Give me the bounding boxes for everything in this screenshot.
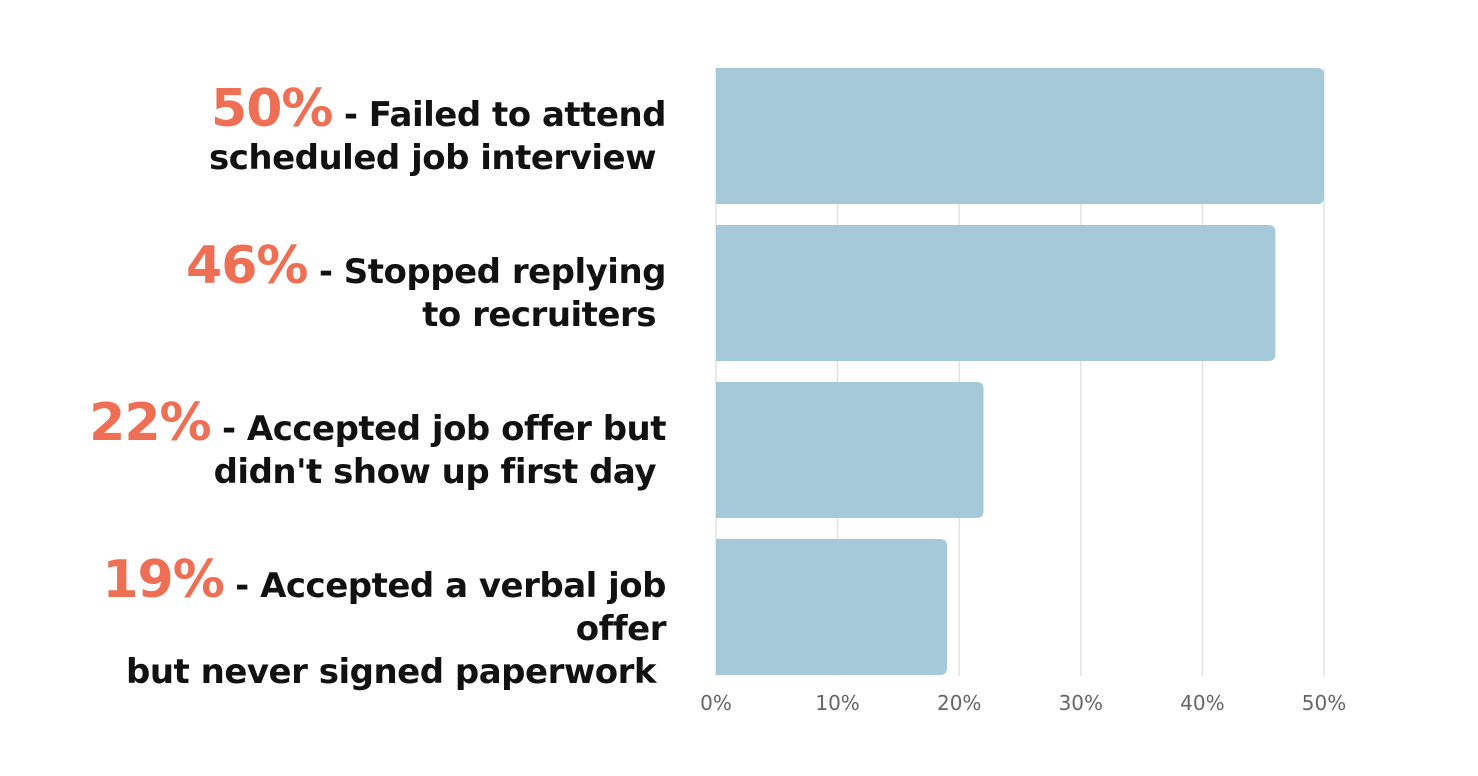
percent-label: 46% — [186, 236, 308, 296]
category-label: 19% - Accepted a verbal job offer but nev… — [26, 554, 666, 694]
bar — [716, 225, 1276, 361]
bar — [716, 539, 948, 675]
category-label: 50% - Failed to attend scheduled job inte… — [26, 83, 667, 180]
x-tick-label: 50% — [1302, 691, 1346, 715]
x-tick-label: 10% — [815, 691, 859, 715]
category-text-line2: didn't show up first day — [213, 452, 657, 492]
x-tick-label: 20% — [937, 691, 981, 715]
category-text-line1: - Accepted a verbal job offer — [235, 566, 666, 649]
x-tick-label: 40% — [1180, 691, 1224, 715]
x-tick-label: 30% — [1059, 691, 1103, 715]
category-label: 22% - Accepted job offer but didn't show … — [26, 397, 667, 494]
x-tick-label: 0% — [700, 691, 732, 715]
percent-label: 22% — [89, 393, 211, 453]
category-label: 46% - Stopped replying to recruiters — [26, 240, 667, 337]
category-text-line1: - Accepted job offer but — [221, 409, 667, 449]
category-text-line1: - Stopped replying — [318, 252, 667, 292]
percent-label: 50% — [211, 79, 333, 139]
category-text-line2: to recruiters — [422, 295, 656, 335]
category-text-line2: scheduled job interview — [208, 138, 657, 178]
category-text-line2: but never signed paperwork — [126, 652, 657, 692]
bar — [716, 382, 984, 518]
bar — [716, 68, 1324, 204]
percent-label: 19% — [102, 550, 224, 610]
category-text-line1: - Failed to attend — [343, 95, 667, 135]
